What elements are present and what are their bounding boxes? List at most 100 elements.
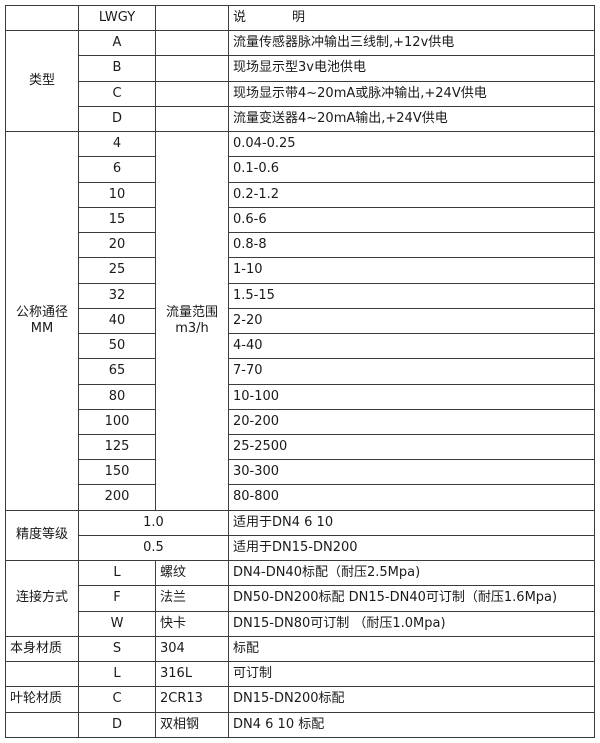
connection-name-cell: 螺纹 [155,560,229,587]
table-row: 连接方式 L 螺纹 DN4-DN40标配（耐压2.5Mpa) [5,560,595,637]
group-label-impeller-material: 叶轮材质 [5,686,79,713]
connection-code-cell: W [78,610,156,637]
table-row: 125 25-2500 [6,433,595,461]
table-row: 类型 A 流量传感器脉冲输出三线制,+12v供电 [5,30,595,133]
table-row: 200 80-800 [6,484,595,511]
diameter-value-cell: 40 [78,307,156,335]
flow-range-value-cell: 1.5-15 [228,282,595,309]
type-middle-cell [155,30,229,57]
diameter-value-cell: 200 [78,484,156,511]
flow-range-value-cell: 0.2-1.2 [228,181,595,208]
table-row: W 快卡 DN15-DN80可订制 （耐压1.0Mpa) [6,610,595,637]
type-description-cell: 现场显示带4~20mA或脉冲输出,+24V供电 [228,80,595,107]
group-label-connection-type: 连接方式 [5,560,79,637]
flow-range-value-cell: 10-100 [228,383,595,410]
diameter-value-cell: 150 [78,459,156,486]
type-code-cell: B [78,55,156,82]
diameter-value-cell: 50 [78,333,156,360]
lwgy-specification-table: LWGY 说明类型 A 流量传感器脉冲输出三线制,+12v供电 B 现场显示型3v电池供电… [5,4,595,739]
flow-range-value-cell: 0.8-8 [228,232,595,259]
body-material-code-cell: S [78,635,156,663]
flow-range-value-cell: 25-2500 [228,433,595,461]
impeller-material-code-cell: C [78,686,156,713]
connection-name-cell: 法兰 [155,585,229,612]
group-label-impeller-material-empty [5,711,79,739]
description-header-cell: 说明 [228,4,595,32]
type-code-cell: D [78,105,156,133]
corner-cell [5,4,79,32]
table-row: 20 0.8-8 [6,232,595,259]
accuracy-description-cell: 适用于DN4 6 10 [228,509,595,536]
specification-table-container: LWGY 说明类型 A 流量传感器脉冲输出三线制,+12v供电 B 现场显示型3v电池供电… [5,4,595,739]
flow-range-value-cell: 80-800 [228,484,595,511]
table-row: 25 1-10 [6,257,595,284]
accuracy-value-cell: 1.0 [78,509,229,536]
impeller-material-description-cell: DN15-DN200标配 [228,686,595,713]
group-label-body-material-empty [5,661,79,688]
table-row: 15 0.6-6 [6,206,595,234]
table-row: 0.5 适用于DN15-DN200 [6,534,595,562]
diameter-value-cell: 65 [78,358,156,385]
table-row: 40 2-20 [6,307,595,335]
flow-range-value-cell: 0.1-0.6 [228,156,595,183]
accuracy-description-cell: 适用于DN15-DN200 [228,534,595,562]
impeller-material-code-cell: D [78,711,156,739]
flow-range-label-line1: 流量范围 [165,304,218,320]
connection-description-cell: DN50-DN200标配 DN15-DN40可订制（耐压1.6Mpa) [228,585,595,612]
body-material-description-cell: 可订制 [228,661,595,688]
table-row: D 双相钢 DN4 6 10 标配 [5,711,595,739]
type-description-cell: 流量传感器脉冲输出三线制,+12v供电 [228,30,595,57]
connection-code-cell: F [78,585,156,612]
table-row: B 现场显示型3v电池供电 [6,55,595,82]
type-middle-cell [155,105,229,133]
table-row: 精度等级 1.0 适用于DN4 6 10 [5,509,595,562]
impeller-material-description-cell: DN4 6 10 标配 [228,711,595,739]
connection-code-cell: L [78,560,156,587]
flow-range-value-cell: 2-20 [228,307,595,335]
type-code-cell: C [78,80,156,107]
table-row: D 流量变送器4~20mA输出,+24V供电 [6,105,595,133]
flow-range-value-cell: 0.6-6 [228,206,595,234]
group-label-body-material: 本身材质 [5,635,79,663]
table-row: 6 0.1-0.6 [6,156,595,183]
impeller-material-name-cell: 2CR13 [155,686,229,713]
nominal-diameter-label-line1: 公称通径 [15,304,68,320]
group-label-accuracy-grade: 精度等级 [5,509,79,562]
table-row: 32 1.5-15 [6,282,595,309]
diameter-value-cell: 10 [78,181,156,208]
type-description-cell: 现场显示型3v电池供电 [228,55,595,82]
type-middle-cell [155,55,229,82]
table-row: 50 4-40 [6,333,595,360]
diameter-value-cell: 80 [78,383,156,410]
diameter-value-cell: 25 [78,257,156,284]
impeller-material-name-cell: 双相钢 [155,711,229,739]
type-description-cell: 流量变送器4~20mA输出,+24V供电 [228,105,595,133]
diameter-value-cell: 6 [78,156,156,183]
table-row: 10 0.2-1.2 [6,181,595,208]
table-row: L 316L 可订制 [5,661,595,688]
body-material-description-cell: 标配 [228,635,595,663]
model-header-cell: LWGY [78,4,156,32]
flow-range-value-cell: 30-300 [228,459,595,486]
table-row: 150 30-300 [6,459,595,486]
diameter-value-cell: 20 [78,232,156,259]
type-middle-cell [155,80,229,107]
flow-range-value-cell: 20-200 [228,408,595,435]
body-material-name-cell: 304 [155,635,229,663]
group-label-nominal-diameter: 公称通径 MM [5,131,79,511]
body-material-name-cell: 316L [155,661,229,688]
diameter-value-cell: 100 [78,408,156,435]
table-header-row: LWGY 说明 [5,4,595,32]
flow-range-value-cell: 1-10 [228,257,595,284]
table-row: F 法兰 DN50-DN200标配 DN15-DN40可订制（耐压1.6Mpa) [6,585,595,612]
diameter-value-cell: 4 [78,131,156,158]
connection-name-cell: 快卡 [155,610,229,637]
nominal-diameter-label-line2: MM [30,320,54,336]
flow-range-value-cell: 0.04-0.25 [228,131,595,158]
diameter-value-cell: 32 [78,282,156,309]
description-header-prefix: 说 [233,9,247,25]
table-row: 100 20-200 [6,408,595,435]
table-row: 80 10-100 [6,383,595,410]
table-row: 公称通径 MM 4 流量范围 m3/h 0.04-0.25 [5,131,595,511]
description-header-suffix: 明 [292,9,306,25]
